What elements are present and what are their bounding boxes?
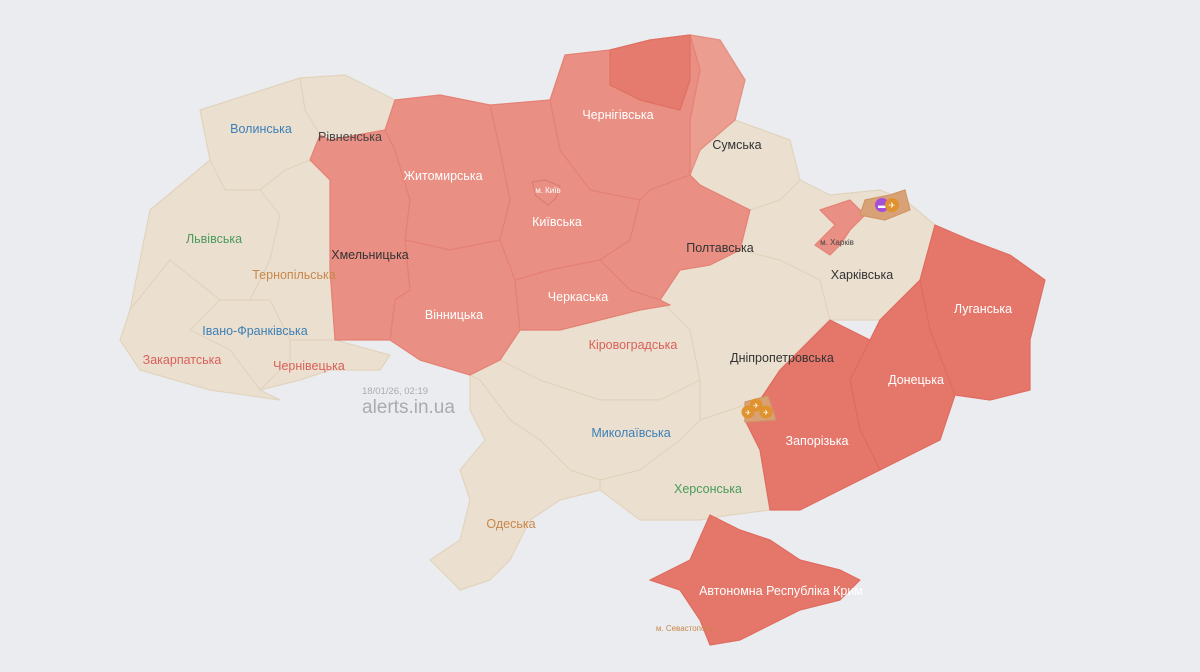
kyiv-city-outline[interactable]: [531, 179, 561, 206]
region-cherkasy[interactable]: [514, 259, 671, 331]
kharkiv-alert-area[interactable]: [814, 199, 866, 256]
label-ternopil: Тернопільська: [252, 268, 336, 282]
label-sumy: Сумська: [712, 138, 761, 152]
label-kharkiv: Харківська: [831, 268, 893, 282]
label-zaporizhzhia: Запорізька: [786, 434, 849, 448]
label-crimea: Автономна Республіка Крим: [699, 584, 863, 598]
region-chernihiv-north[interactable]: [609, 34, 691, 111]
svg-text:✈: ✈: [745, 410, 751, 417]
label-cherkasy: Черкаська: [548, 290, 608, 304]
label-poltava: Полтавська: [686, 241, 753, 255]
label-luhansk: Луганська: [954, 302, 1012, 316]
label-kharkiv-city: м. Харків: [820, 238, 854, 247]
label-khmelnytskyi: Хмельницька: [331, 248, 409, 262]
region-vinnytsia[interactable]: [389, 239, 521, 376]
svg-text:✈: ✈: [763, 410, 769, 417]
artillery-icon[interactable]: ✈: [759, 405, 773, 419]
label-vinnytsia: Вінницька: [425, 308, 483, 322]
artillery-icon[interactable]: ✈: [885, 198, 899, 212]
region-odesa[interactable]: [429, 374, 601, 591]
tank-icon[interactable]: ▬: [875, 198, 889, 212]
label-rivne: Рівненська: [318, 130, 382, 144]
label-odesa: Одеська: [486, 517, 535, 531]
artillery-icon[interactable]: ✈: [749, 398, 763, 412]
regions: [119, 34, 1046, 646]
svg-text:▬: ▬: [878, 201, 886, 210]
region-chernivtsi[interactable]: [259, 339, 391, 391]
threat-icons: ▬ ✈ ✈ ✈ ✈: [741, 198, 899, 419]
region-crimea[interactable]: [649, 514, 861, 646]
site-name: alerts.in.ua: [362, 397, 455, 418]
svg-text:✈: ✈: [753, 403, 759, 410]
watermark: 18/01/26, 02:19 alerts.in.ua: [362, 386, 455, 419]
svg-text:✈: ✈: [889, 201, 896, 210]
label-chernivtsi: Чернівецька: [273, 359, 345, 373]
label-chernihiv: Чернігівська: [582, 108, 653, 122]
label-mykolaiv: Миколаївська: [591, 426, 670, 440]
label-donetsk: Донецька: [888, 373, 944, 387]
label-dnipro: Дніпропетровська: [730, 351, 834, 365]
label-lviv: Львівська: [186, 232, 242, 246]
timestamp: 18/01/26, 02:19: [362, 386, 429, 397]
label-sevastopol: м. Севастополь: [656, 624, 714, 633]
label-kirovohrad: Кіровоградська: [589, 338, 678, 352]
label-kyiv: Київська: [532, 215, 582, 229]
label-zakarpattia: Закарпатська: [143, 353, 222, 367]
region-labels: Волинська Рівненська Львівська Тернопіль…: [143, 108, 1012, 633]
label-zhytomyr: Житомирська: [403, 169, 482, 183]
label-kyiv-city: м. Київ: [535, 186, 561, 195]
label-ivano-frankivsk: Івано-Франківська: [202, 324, 308, 338]
label-volyn: Волинська: [230, 122, 292, 136]
region-zaporizhzhia[interactable]: [744, 319, 881, 511]
label-kherson: Херсонська: [674, 482, 742, 496]
